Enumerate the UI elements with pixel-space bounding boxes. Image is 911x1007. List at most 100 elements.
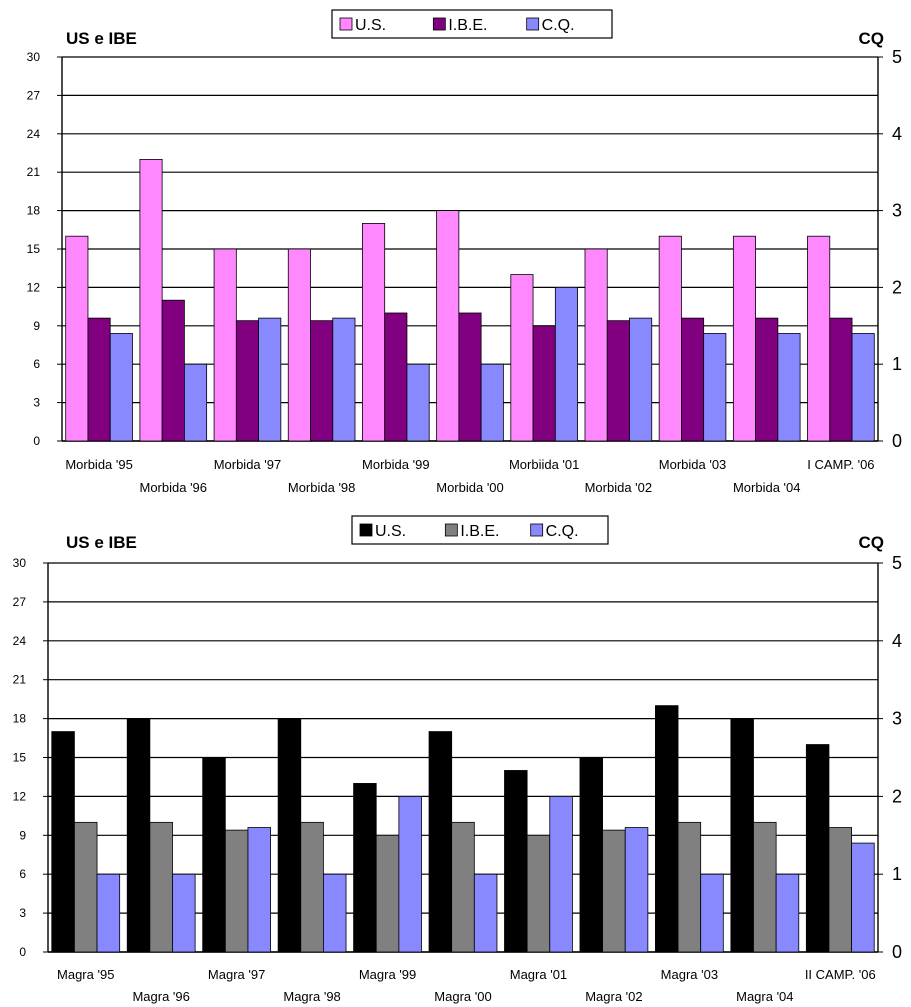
bar-us	[287, 248, 311, 442]
bar-us	[807, 235, 831, 442]
x-tick-label: Morbida '00	[436, 480, 504, 495]
legend-swatch	[432, 17, 446, 31]
bar-cq	[703, 333, 727, 442]
y-tick-label-right: 5	[892, 553, 902, 573]
bar-cq	[332, 317, 356, 442]
bar-ibe	[828, 827, 852, 953]
y-tick-label-right: 2	[892, 786, 902, 806]
y-tick-label-left: 6	[33, 357, 40, 371]
x-tick-label: Morbida '96	[140, 480, 208, 495]
legend-swatch	[339, 17, 353, 31]
left-axis-title: US e IBE	[66, 29, 137, 48]
x-tick-label: Morbida '97	[214, 457, 282, 472]
bar-us	[805, 744, 830, 953]
bar-us	[504, 770, 528, 953]
left-axis-title: US e IBE	[66, 533, 137, 552]
x-tick-label: Morbida '03	[659, 457, 727, 472]
y-tick-label-left: 9	[33, 319, 40, 333]
bar-cq	[480, 363, 504, 442]
bar-ibe	[235, 320, 259, 442]
bar-cq	[700, 873, 724, 953]
y-tick-label-left: 27	[27, 88, 41, 102]
legend-label: U.S.	[375, 523, 406, 540]
bar-us	[362, 222, 386, 442]
y-tick-label-left: 21	[27, 165, 41, 179]
bar-cq	[851, 842, 875, 953]
bar-cq	[406, 363, 430, 442]
x-tick-label: Morbida '04	[733, 480, 801, 495]
bar-ibe	[451, 821, 475, 953]
x-tick-label: Magra '01	[510, 967, 567, 982]
legend-label: I.B.E.	[448, 17, 487, 34]
bar-cq	[473, 873, 498, 953]
y-tick-label-right: 5	[892, 47, 902, 67]
y-tick-label-left: 12	[27, 280, 41, 294]
bar-us	[584, 248, 608, 442]
bar-us	[732, 235, 757, 442]
bar-ibe	[310, 320, 334, 442]
legend-swatch	[444, 523, 458, 537]
legend-box	[351, 515, 609, 545]
legend-label: U.S.	[355, 17, 386, 34]
legend-label: C.Q.	[546, 523, 579, 540]
bar-us	[126, 718, 151, 953]
x-tick-label: Magra '00	[434, 989, 491, 1004]
x-tick-label: Morbida '02	[585, 480, 653, 495]
bar-ibe	[829, 317, 853, 442]
x-tick-label: Magra '97	[208, 967, 265, 982]
y-tick-label-right: 4	[892, 124, 902, 144]
bar-us	[139, 158, 163, 442]
bar-cq	[247, 827, 271, 953]
legend: U.S. I.B.E. C.Q.	[351, 515, 609, 545]
bar-ibe	[300, 821, 324, 953]
legend-swatch	[526, 17, 540, 31]
bar-ibe	[753, 821, 777, 953]
bar-us	[579, 757, 603, 953]
bar-us	[510, 274, 534, 442]
bar-cq	[258, 317, 282, 442]
y-tick-label-left: 21	[13, 673, 27, 687]
x-tick-label: Morbiida '01	[509, 457, 579, 472]
bar-cq	[323, 873, 347, 953]
bar-ibe	[526, 834, 551, 953]
y-tick-label-left: 15	[13, 751, 27, 765]
y-tick-label-left: 24	[27, 127, 41, 141]
y-tick-label-right: 0	[892, 431, 902, 451]
bar-cq	[96, 873, 121, 953]
y-tick-label-right: 2	[892, 277, 902, 297]
bar-cq	[629, 317, 653, 442]
right-axis-title: CQ	[859, 29, 885, 48]
legend-box	[331, 9, 613, 39]
y-tick-label-left: 9	[19, 828, 26, 842]
bar-ibe	[677, 821, 702, 953]
y-tick-label-left: 30	[27, 50, 41, 64]
bar-ibe	[161, 299, 185, 442]
bar-us	[51, 731, 75, 953]
x-tick-label: Magra '98	[283, 989, 340, 1004]
bar-us	[202, 757, 226, 953]
legend-label: C.Q.	[542, 17, 575, 34]
y-tick-label-left: 3	[19, 906, 26, 920]
y-tick-label-left: 6	[19, 867, 26, 881]
bar-cq	[109, 333, 133, 442]
x-tick-label: Morbida '95	[65, 457, 133, 472]
bar-us	[65, 235, 89, 442]
x-tick-label: I CAMP. '06	[807, 457, 874, 472]
x-tick-label: Magra '04	[736, 989, 793, 1004]
x-tick-label: Morbida '99	[362, 457, 430, 472]
bar-ibe	[149, 821, 173, 953]
y-tick-label-right: 4	[892, 631, 902, 651]
bar-ibe	[384, 312, 408, 442]
bar-cq	[624, 827, 649, 953]
bar-cq	[851, 333, 875, 442]
bar-cq	[777, 333, 801, 442]
y-tick-label-right: 3	[892, 201, 902, 221]
y-tick-label-left: 0	[33, 434, 40, 448]
x-tick-label: II CAMP. '06	[805, 967, 876, 982]
bar-ibe	[375, 834, 400, 953]
y-tick-label-left: 3	[33, 396, 40, 410]
bar-ibe	[602, 829, 626, 953]
bar-cq	[183, 363, 208, 442]
bar-ibe	[755, 317, 779, 442]
